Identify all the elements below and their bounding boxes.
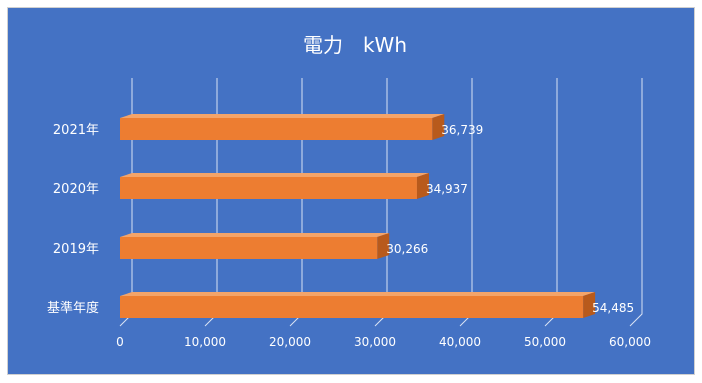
category-label-3: 基準年度 [47,300,99,316]
bar-2 [120,237,378,259]
bar-side-2 [377,233,390,259]
bar-top-3 [120,292,596,296]
x-tick-label-0: 0 [116,335,124,349]
x-tick-label-4: 40,000 [439,335,481,349]
x-tick-label-1: 10,000 [184,335,226,349]
x-tick-label-3: 30,000 [354,335,396,349]
category-label-1: 2020年 [53,182,99,197]
bar-0 [120,118,433,140]
category-label-0: 2021年 [53,123,99,138]
value-label-2: 30,266 [386,242,428,256]
x-tick-label-2: 20,000 [269,335,311,349]
bar-side-1 [416,173,429,199]
x-tick-label-6: 60,000 [609,335,651,349]
bar-3 [120,296,584,318]
bar-1 [120,177,417,199]
bar-side-3 [583,292,596,318]
x-tick-label-5: 50,000 [524,335,566,349]
bar-top-0 [120,114,445,118]
bar-top-1 [120,173,429,177]
value-label-0: 36,739 [441,123,483,137]
category-label-2: 2019年 [53,242,99,257]
value-label-1: 34,937 [426,182,468,196]
bar-layer [120,114,596,318]
gridline-6 [629,78,643,327]
gridline-5 [544,78,558,327]
value-label-3: 54,485 [592,301,634,315]
chart-title: 電力 kWh [303,33,407,57]
bar-side-0 [432,114,445,140]
gridline-4 [459,78,473,327]
bar-top-2 [120,233,390,237]
label-layer: 0 10,000 20,000 30,000 40,000 50,000 60,000 202… [47,123,651,349]
